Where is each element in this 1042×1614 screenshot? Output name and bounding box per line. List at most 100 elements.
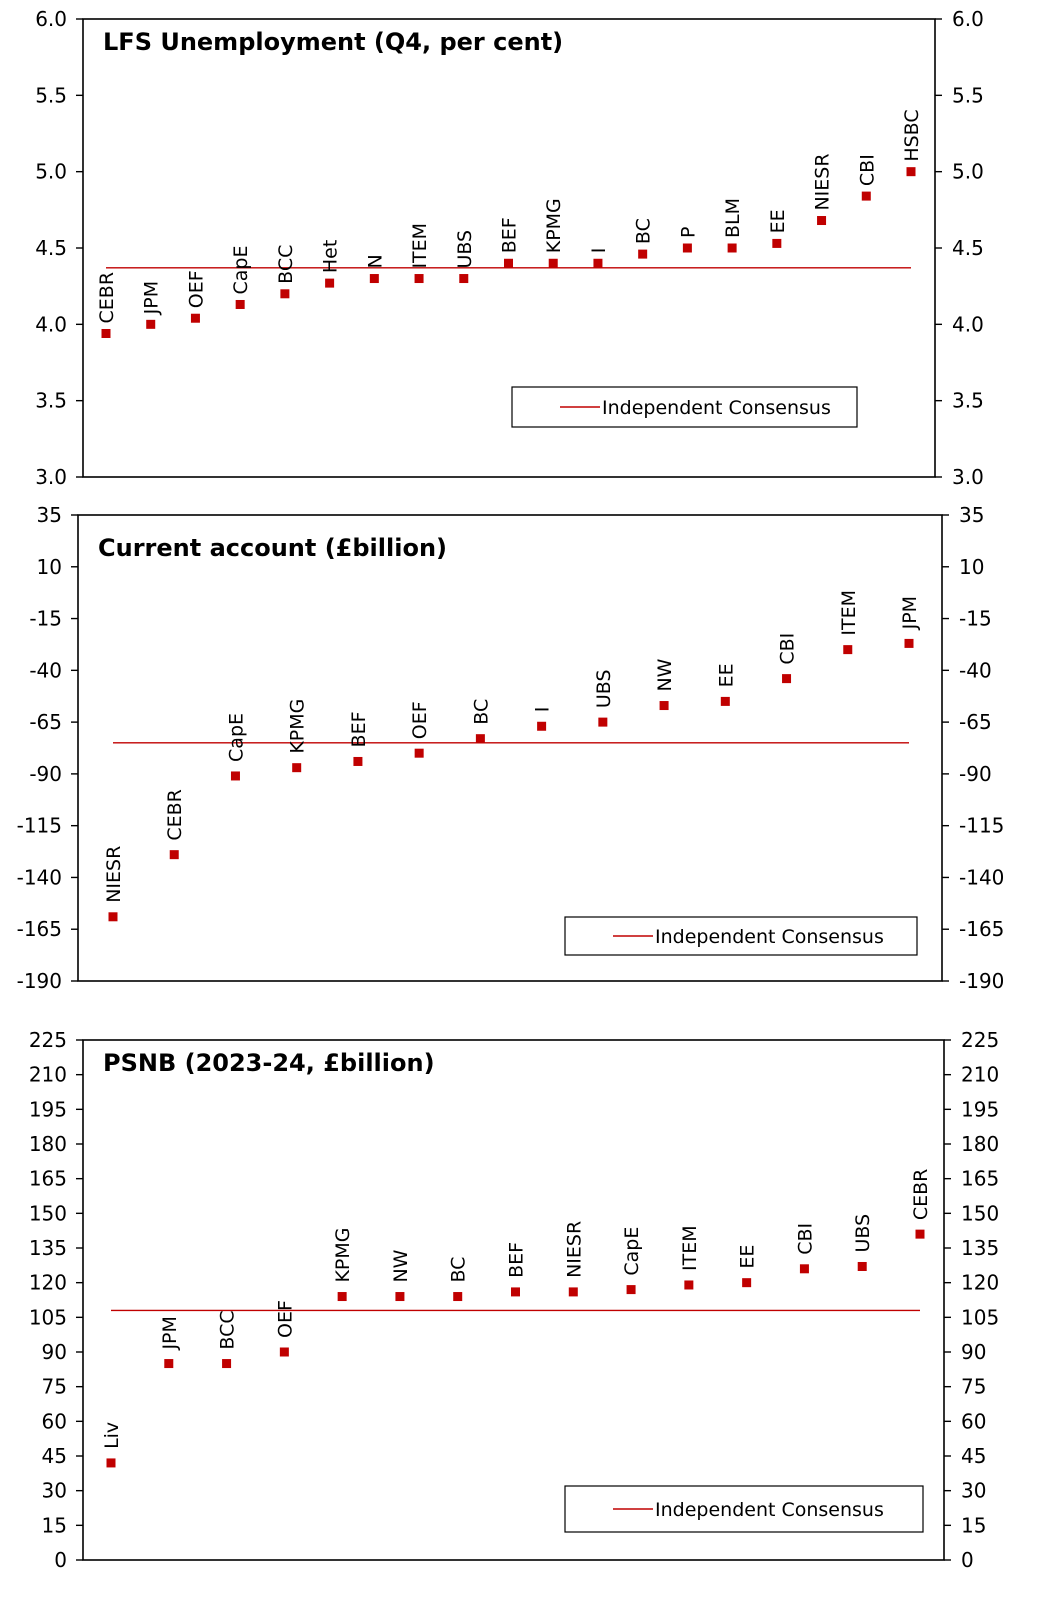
- right-tick-label: 180: [961, 1132, 999, 1156]
- left-tick-label: 60: [42, 1409, 67, 1433]
- left-tick-label: 5.0: [35, 160, 67, 184]
- right-tick-label: -165: [959, 917, 1004, 941]
- right-tick-label: 3.5: [952, 389, 984, 413]
- data-point: [369, 274, 379, 284]
- point-label: BLM: [722, 198, 744, 238]
- right-tick-label: -140: [959, 865, 1004, 889]
- point-label: Liv: [101, 1422, 123, 1449]
- point-label: BCC: [275, 245, 297, 284]
- legend-label: Independent Consensus: [655, 926, 884, 948]
- data-point: [146, 319, 156, 329]
- data-point: [459, 274, 469, 284]
- right-tick-label: 30: [961, 1479, 986, 1503]
- point-label: EE: [767, 209, 789, 233]
- point-label: JPM: [141, 281, 163, 315]
- left-tick-label: 15: [42, 1513, 67, 1537]
- point-label: BCC: [217, 1310, 239, 1349]
- data-point: [659, 701, 669, 711]
- data-point: [511, 1287, 520, 1297]
- legend-label: Independent Consensus: [602, 397, 831, 419]
- left-tick-label: 35: [37, 503, 62, 527]
- data-point: [598, 717, 608, 727]
- left-tick-label: -15: [29, 607, 62, 631]
- data-point: [906, 167, 916, 177]
- chart-panel: -190 -190 -165 -165 -140 -140 -115 -115 -90 -90 -6…: [17, 503, 1005, 993]
- right-tick-label: -65: [959, 710, 992, 734]
- left-tick-label: -190: [17, 969, 62, 993]
- right-tick-label: 210: [961, 1063, 999, 1087]
- point-label: JPM: [899, 596, 921, 630]
- right-tick-label: 5.0: [952, 160, 984, 184]
- right-tick-label: 105: [961, 1305, 999, 1329]
- point-label: EE: [737, 1245, 759, 1269]
- data-point: [742, 1278, 752, 1288]
- data-point: [101, 328, 111, 338]
- point-label: N: [364, 254, 386, 268]
- point-label: P: [677, 227, 699, 238]
- data-point: [727, 243, 737, 253]
- data-point: [414, 274, 424, 284]
- right-tick-label: 3.0: [952, 465, 984, 489]
- left-tick-label: 195: [29, 1097, 67, 1121]
- point-label: BEF: [506, 1242, 528, 1278]
- right-tick-label: 4.0: [952, 312, 984, 336]
- point-label: UBS: [454, 230, 476, 269]
- left-tick-label: -65: [29, 710, 62, 734]
- point-label: CapE: [621, 1227, 643, 1276]
- right-tick-label: 135: [961, 1236, 999, 1260]
- left-tick-label: -40: [29, 658, 62, 682]
- right-tick-label: -115: [959, 814, 1004, 838]
- point-label: ITEM: [409, 223, 431, 269]
- point-label: BC: [633, 218, 655, 244]
- data-point: [169, 850, 179, 860]
- right-tick-label: 90: [961, 1340, 986, 1364]
- right-tick-label: 0: [961, 1548, 974, 1572]
- data-point: [395, 1292, 405, 1302]
- chart-title: PSNB (2023-24, £billion): [103, 1049, 435, 1077]
- left-tick-label: -140: [17, 865, 62, 889]
- left-tick-label: -90: [29, 762, 62, 786]
- point-label: OEF: [274, 1300, 296, 1338]
- point-label: I: [532, 707, 554, 713]
- data-point: [720, 696, 730, 706]
- left-tick-label: 30: [42, 1479, 67, 1503]
- point-label: CEBR: [910, 1169, 932, 1221]
- point-label: EE: [715, 663, 737, 687]
- point-label: HSBC: [901, 109, 923, 161]
- left-tick-label: 10: [37, 555, 62, 579]
- data-point: [537, 721, 547, 731]
- point-label: KPMG: [332, 1227, 354, 1282]
- data-point: [106, 1458, 116, 1468]
- left-tick-label: 150: [29, 1201, 67, 1225]
- left-tick-label: 6.0: [35, 7, 67, 31]
- point-label: BC: [470, 699, 492, 725]
- point-label: KPMG: [543, 198, 565, 253]
- point-label: Het: [320, 240, 342, 273]
- point-label: OEF: [409, 701, 431, 739]
- data-point: [222, 1359, 232, 1369]
- right-tick-label: 15: [961, 1513, 986, 1537]
- point-label: NIESR: [103, 846, 125, 903]
- data-point: [325, 278, 335, 288]
- left-tick-label: 165: [29, 1167, 67, 1191]
- left-tick-label: 180: [29, 1132, 67, 1156]
- data-point: [799, 1264, 809, 1274]
- chart-title: Current account (£billion): [98, 534, 447, 562]
- left-tick-label: 45: [42, 1444, 67, 1468]
- right-tick-label: -15: [959, 607, 992, 631]
- left-tick-label: 4.0: [35, 312, 67, 336]
- data-point: [568, 1287, 578, 1297]
- point-label: BEF: [499, 217, 521, 253]
- data-point: [626, 1285, 636, 1295]
- right-tick-label: 60: [961, 1409, 986, 1433]
- data-point: [475, 734, 485, 744]
- right-tick-label: -40: [959, 658, 992, 682]
- data-point: [857, 1261, 867, 1271]
- data-point: [817, 216, 827, 226]
- data-point: [782, 674, 792, 684]
- right-tick-label: -190: [959, 969, 1004, 993]
- right-tick-label: 225: [961, 1028, 999, 1052]
- left-tick-label: 0: [54, 1548, 67, 1572]
- legend-label: Independent Consensus: [655, 1499, 884, 1521]
- right-tick-label: 165: [961, 1167, 999, 1191]
